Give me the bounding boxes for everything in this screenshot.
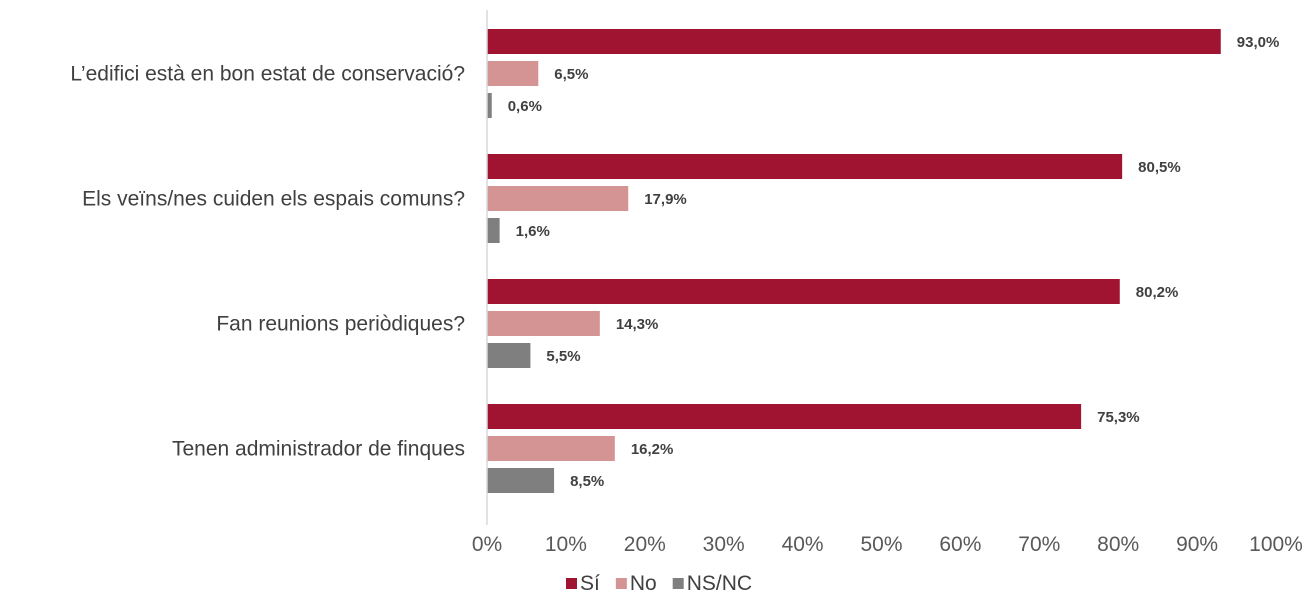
x-tick-label: 100% xyxy=(1249,533,1303,556)
data-label: 93,0% xyxy=(1237,34,1280,51)
category-label: Tenen administrador de finques xyxy=(172,438,465,461)
bar-s- xyxy=(487,279,1120,304)
data-label: 16,2% xyxy=(631,441,674,458)
x-tick-label: 70% xyxy=(1018,533,1060,556)
x-tick-label: 20% xyxy=(624,533,666,556)
legend-swatch xyxy=(615,578,627,589)
bar-s- xyxy=(487,404,1082,429)
bar-no xyxy=(487,436,615,461)
bar-ns-nc xyxy=(487,343,531,368)
value-labels-group: 93,0% 6,5% 0,6% 80,5% 17,9% 1,6% 80,2% 14,3% 5,5… xyxy=(508,34,1280,490)
bar-no xyxy=(487,311,600,336)
category-label: Fan reunions periòdiques? xyxy=(216,313,465,336)
legend-swatch xyxy=(566,578,577,589)
legend: Sí No NS/NC xyxy=(566,572,752,595)
data-label: 14,3% xyxy=(616,316,659,333)
data-label: 6,5% xyxy=(554,66,588,83)
data-label: 17,9% xyxy=(644,191,687,208)
x-tick-label: 40% xyxy=(782,533,824,556)
x-tick-label: 0% xyxy=(472,533,502,556)
data-label: 80,2% xyxy=(1136,284,1179,301)
data-label: 0,6% xyxy=(508,98,542,115)
bar-ns-nc xyxy=(487,468,555,493)
x-tick-labels-group: 0% 10% 20% 30% 40% 50% 60% 70% 80% 90% 100% xyxy=(472,533,1303,556)
bar-ns-nc xyxy=(487,93,492,118)
legend-label: Sí xyxy=(580,572,600,595)
data-label: 8,5% xyxy=(570,473,604,490)
bars-group xyxy=(487,29,1221,493)
x-tick-label: 10% xyxy=(545,533,587,556)
legend-label: NS/NC xyxy=(687,572,752,595)
bar-s- xyxy=(487,154,1123,179)
category-labels-group: L’edifici està en bon estat de conservac… xyxy=(70,63,465,461)
data-label: 80,5% xyxy=(1138,159,1181,176)
category-label: L’edifici està en bon estat de conservac… xyxy=(70,63,465,86)
x-tick-label: 60% xyxy=(939,533,981,556)
data-label: 75,3% xyxy=(1097,409,1140,426)
bar-no xyxy=(487,186,629,211)
x-tick-label: 80% xyxy=(1097,533,1139,556)
category-label: Els veïns/nes cuiden els espais comuns? xyxy=(82,188,465,211)
bar-no xyxy=(487,61,539,86)
legend-label: No xyxy=(630,572,657,595)
bar-s- xyxy=(487,29,1221,54)
data-label: 5,5% xyxy=(546,348,580,365)
x-tick-label: 30% xyxy=(703,533,745,556)
x-tick-label: 90% xyxy=(1176,533,1218,556)
data-label: 1,6% xyxy=(516,223,550,240)
legend-swatch xyxy=(672,578,684,589)
x-tick-label: 50% xyxy=(860,533,902,556)
bar-ns-nc xyxy=(487,218,500,243)
